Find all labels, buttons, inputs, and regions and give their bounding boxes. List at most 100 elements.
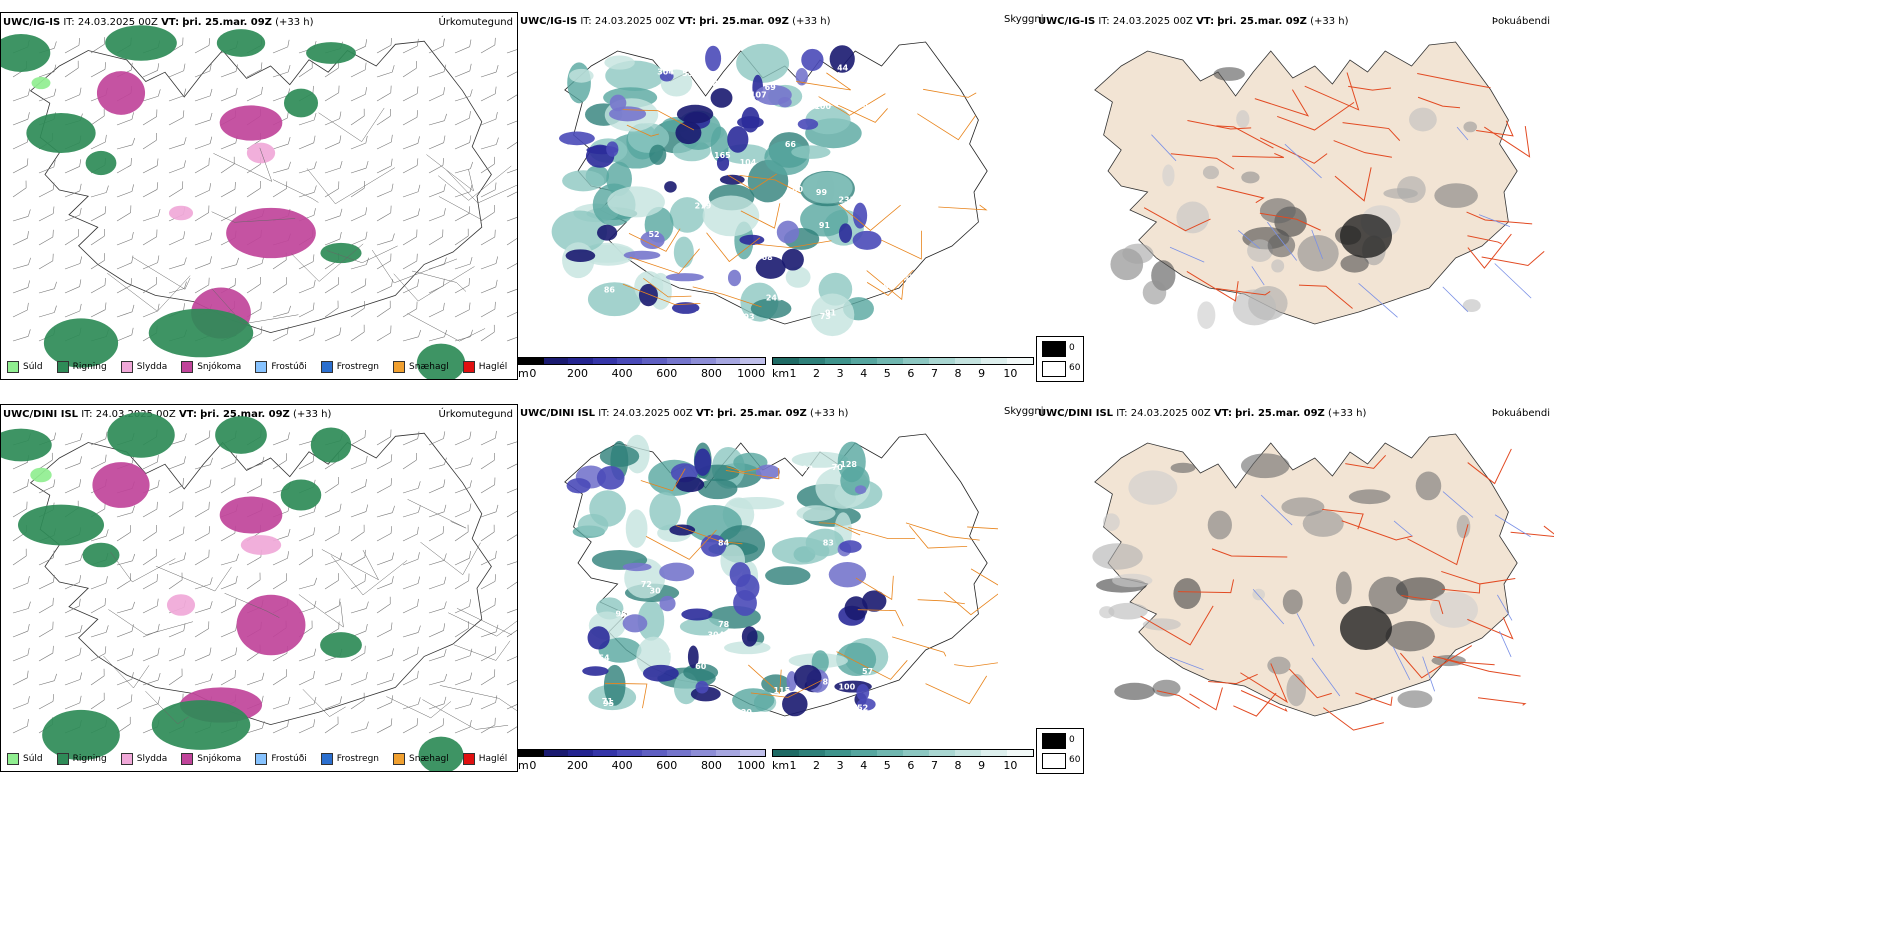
road — [857, 609, 904, 627]
wind-barb — [402, 718, 418, 734]
colorbar-bin — [543, 358, 569, 364]
wind-barb — [376, 648, 394, 662]
colorbar-tick: 400 — [611, 759, 633, 772]
precip-area — [1, 428, 52, 462]
road — [1259, 137, 1328, 164]
wind-barb — [64, 256, 83, 270]
wind-barb — [428, 431, 446, 446]
colorbar-bin — [825, 750, 851, 756]
cloud-base-label: 66 — [785, 140, 797, 149]
fog-map — [1094, 41, 1545, 329]
fog-legend-label: 60 — [1069, 755, 1081, 765]
road — [1211, 548, 1288, 558]
wind-barb — [116, 327, 134, 342]
cloud-base-area — [844, 596, 868, 621]
wind-barb — [376, 505, 395, 518]
wind-barb — [298, 454, 315, 470]
legend-label: Snæhagl — [409, 754, 449, 764]
fog-area — [1213, 67, 1245, 81]
wind-barb — [272, 137, 291, 150]
wind-barb — [90, 431, 108, 446]
wind-barb — [168, 456, 186, 470]
legend-item: Rigning — [56, 753, 107, 765]
legend-swatch — [255, 753, 268, 765]
wind-barb — [454, 135, 472, 150]
river — [1422, 656, 1436, 692]
wind-barb — [246, 86, 263, 102]
river — [1296, 613, 1315, 647]
wind-barb — [220, 87, 238, 102]
wind-barb — [38, 229, 54, 246]
cloud-base-label: 71 — [602, 697, 614, 706]
road — [1216, 125, 1274, 149]
road — [224, 593, 280, 618]
precip-area — [42, 709, 120, 761]
road — [1170, 153, 1235, 170]
cloud-base-label: 91 — [825, 309, 837, 318]
colorbar-m: m 0 200 400 600 800 1000 — [518, 749, 766, 773]
cloud-base-label: 80 — [792, 185, 804, 194]
precip-area — [215, 416, 267, 454]
wind-barb — [402, 229, 418, 246]
colorbar-tick: 10 — [1003, 367, 1018, 380]
wind-barb — [324, 181, 340, 198]
wind-barb — [272, 277, 287, 294]
fog-area — [1099, 606, 1115, 619]
cloud-base-label: 86 — [604, 286, 616, 295]
wind-barb — [480, 669, 496, 686]
wind-barb — [428, 135, 446, 150]
colorbar-bin — [641, 750, 667, 756]
wind-barb — [90, 692, 105, 710]
cloud-area — [791, 451, 849, 468]
wind-barb — [142, 647, 160, 662]
colorbar-bin — [543, 750, 569, 756]
wind-barb — [194, 157, 210, 174]
wind-barb — [428, 113, 447, 126]
cloud-base-label: 64 — [908, 67, 920, 76]
wind-barb — [428, 504, 447, 518]
wind-barb — [428, 87, 445, 102]
wind-barb — [168, 526, 185, 542]
fog-area — [1335, 571, 1352, 605]
road — [1467, 617, 1514, 640]
cloud-base-area — [606, 141, 619, 157]
wind-barb — [272, 39, 290, 54]
legend-item: Slydda — [120, 361, 167, 373]
cloud-base-label: 52 — [648, 230, 659, 239]
wind-barb — [220, 455, 238, 470]
cloud-base-label: 91 — [819, 221, 831, 230]
colorbar-unit: km — [772, 759, 790, 772]
cloud-area — [724, 641, 771, 655]
wind-barb — [506, 508, 517, 518]
wind-barb — [272, 719, 290, 734]
wind-barb — [350, 231, 368, 246]
wind-barb — [506, 607, 517, 614]
legend-label: Frostúði — [271, 754, 307, 764]
wind-barb — [350, 301, 365, 318]
fog-area — [1267, 233, 1296, 258]
road — [943, 591, 998, 616]
cloud-area — [805, 105, 851, 135]
road — [1400, 645, 1473, 679]
wind-barb — [90, 529, 109, 542]
cloud-area — [598, 637, 642, 663]
cloud-base-area — [695, 680, 709, 694]
cloud-base-area — [671, 302, 700, 314]
wind-barb — [350, 524, 365, 542]
wind-barb — [194, 601, 213, 614]
wind-barb — [90, 37, 105, 54]
colorbar-bin — [666, 750, 692, 756]
colorbar-km: km 1 2 3 4 5 6 7 8 9 10 — [772, 749, 1034, 773]
wind-barb — [272, 326, 289, 342]
road — [1259, 212, 1321, 231]
fog-legend-swatch — [1042, 753, 1066, 769]
cloud-base-area — [741, 106, 760, 133]
wind-barb — [168, 181, 184, 198]
wind-barb — [168, 668, 183, 686]
wind-barb — [402, 279, 419, 294]
wind-barb — [116, 694, 133, 710]
precip-area — [30, 467, 52, 483]
wind-barb — [506, 439, 517, 446]
road — [629, 248, 700, 274]
fog-area — [1397, 176, 1426, 203]
